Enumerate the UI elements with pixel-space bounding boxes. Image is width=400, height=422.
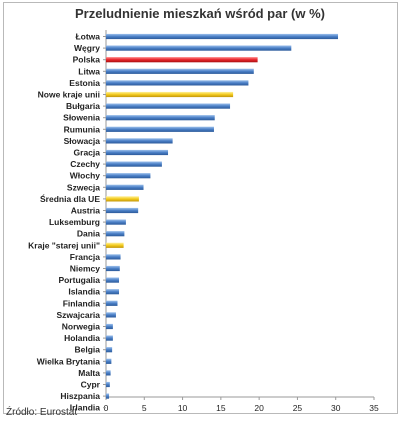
bar-slowacja — [106, 138, 173, 144]
category-label-rumunia: Rumunia — [64, 124, 101, 134]
category-label-srednia-dla-ue: Średnia dla UE — [40, 193, 100, 204]
bar-wlochy — [106, 173, 151, 179]
category-label-islandia: Islandia — [68, 287, 100, 297]
bar-austria — [106, 207, 139, 214]
category-label-kraje-starej-unii: Kraje "starej unii" — [28, 240, 100, 250]
bar-slowenia — [106, 115, 215, 121]
bar-portugalia — [106, 277, 120, 283]
category-label-slowacja: Słowacja — [64, 136, 101, 146]
category-label-luksemburg: Luksemburg — [49, 217, 100, 227]
bar-litwa — [106, 68, 254, 74]
bar-cypr — [106, 381, 110, 388]
x-tick-label: 30 — [331, 403, 341, 413]
bar-kraje-starej-unii — [106, 242, 124, 248]
bar-nowe-kraje-unii — [106, 91, 234, 98]
category-label-malta: Malta — [78, 368, 100, 378]
category-label-finlandia: Finlandia — [63, 298, 101, 308]
category-label-bulgaria: Bułgaria — [66, 101, 100, 111]
bar-holandia — [106, 335, 113, 341]
chart-title: Przeludnienie mieszkań wśród par (w %) — [75, 6, 325, 21]
x-tick-label: 10 — [178, 403, 188, 413]
category-label-norwegia: Norwegia — [62, 322, 101, 332]
category-label-litwa: Litwa — [78, 66, 100, 76]
x-tick-label: 25 — [293, 403, 303, 413]
category-label-niemcy: Niemcy — [70, 264, 101, 274]
bar-islandia — [106, 289, 120, 295]
category-label-polska: Polska — [73, 55, 101, 65]
category-label-hiszpania: Hiszpania — [60, 391, 100, 401]
bar-norwegia — [106, 323, 113, 330]
category-label-slowenia: Słowenia — [63, 113, 100, 123]
category-label-lotwa: Łotwa — [75, 32, 100, 42]
category-label-wlochy: Włochy — [70, 171, 100, 181]
category-label-austria: Austria — [71, 206, 101, 216]
category-label-irlandia: Irlandia — [70, 403, 101, 413]
bar-hiszpania — [106, 393, 110, 399]
bar-polska — [106, 57, 258, 63]
bar-czechy — [106, 161, 162, 167]
bar-szwecja — [106, 184, 144, 190]
category-label-francja: Francja — [70, 252, 101, 262]
category-label-estonia: Estonia — [69, 78, 100, 88]
bar-francja — [106, 254, 121, 260]
bar-luksemburg — [106, 219, 126, 225]
category-label-czechy: Czechy — [70, 159, 100, 169]
bar-gracja — [106, 149, 169, 156]
bar-estonia — [106, 80, 249, 86]
x-tick-label: 35 — [369, 403, 379, 413]
category-label-portugalia: Portugalia — [58, 275, 100, 285]
bar-belgia — [106, 347, 113, 353]
x-tick-label: 0 — [104, 403, 109, 413]
category-label-belgia: Belgia — [74, 345, 100, 355]
category-label-gracja: Gracja — [74, 148, 101, 158]
category-label-wegry: Węgry — [74, 43, 100, 53]
bar-bulgaria — [106, 103, 231, 109]
x-tick-label: 20 — [254, 403, 264, 413]
bar-malta — [106, 370, 111, 376]
bar-szwajcaria — [106, 312, 116, 318]
bar-niemcy — [106, 265, 120, 272]
category-label-szwajcaria: Szwajcaria — [57, 310, 101, 320]
bar-finlandia — [106, 300, 118, 306]
category-label-holandia: Holandia — [64, 333, 100, 343]
bar-wegry — [106, 45, 292, 51]
category-label-cypr: Cypr — [81, 380, 101, 390]
category-label-wielka-brytania: Wielka Brytania — [37, 356, 100, 366]
bar-rumunia — [106, 126, 214, 132]
bar-srednia-dla-ue — [106, 196, 139, 202]
bar-lotwa — [106, 33, 339, 40]
bar-wielka-brytania — [106, 358, 112, 364]
chart-source: Źródło: Eurostat — [6, 407, 78, 418]
category-label-szwecja: Szwecja — [67, 182, 100, 192]
x-tick-label: 5 — [142, 403, 147, 413]
category-label-dania: Dania — [77, 229, 100, 239]
category-label-nowe-kraje-unii: Nowe kraje unii — [38, 90, 100, 100]
x-tick-label: 15 — [216, 403, 226, 413]
bar-dania — [106, 231, 125, 237]
